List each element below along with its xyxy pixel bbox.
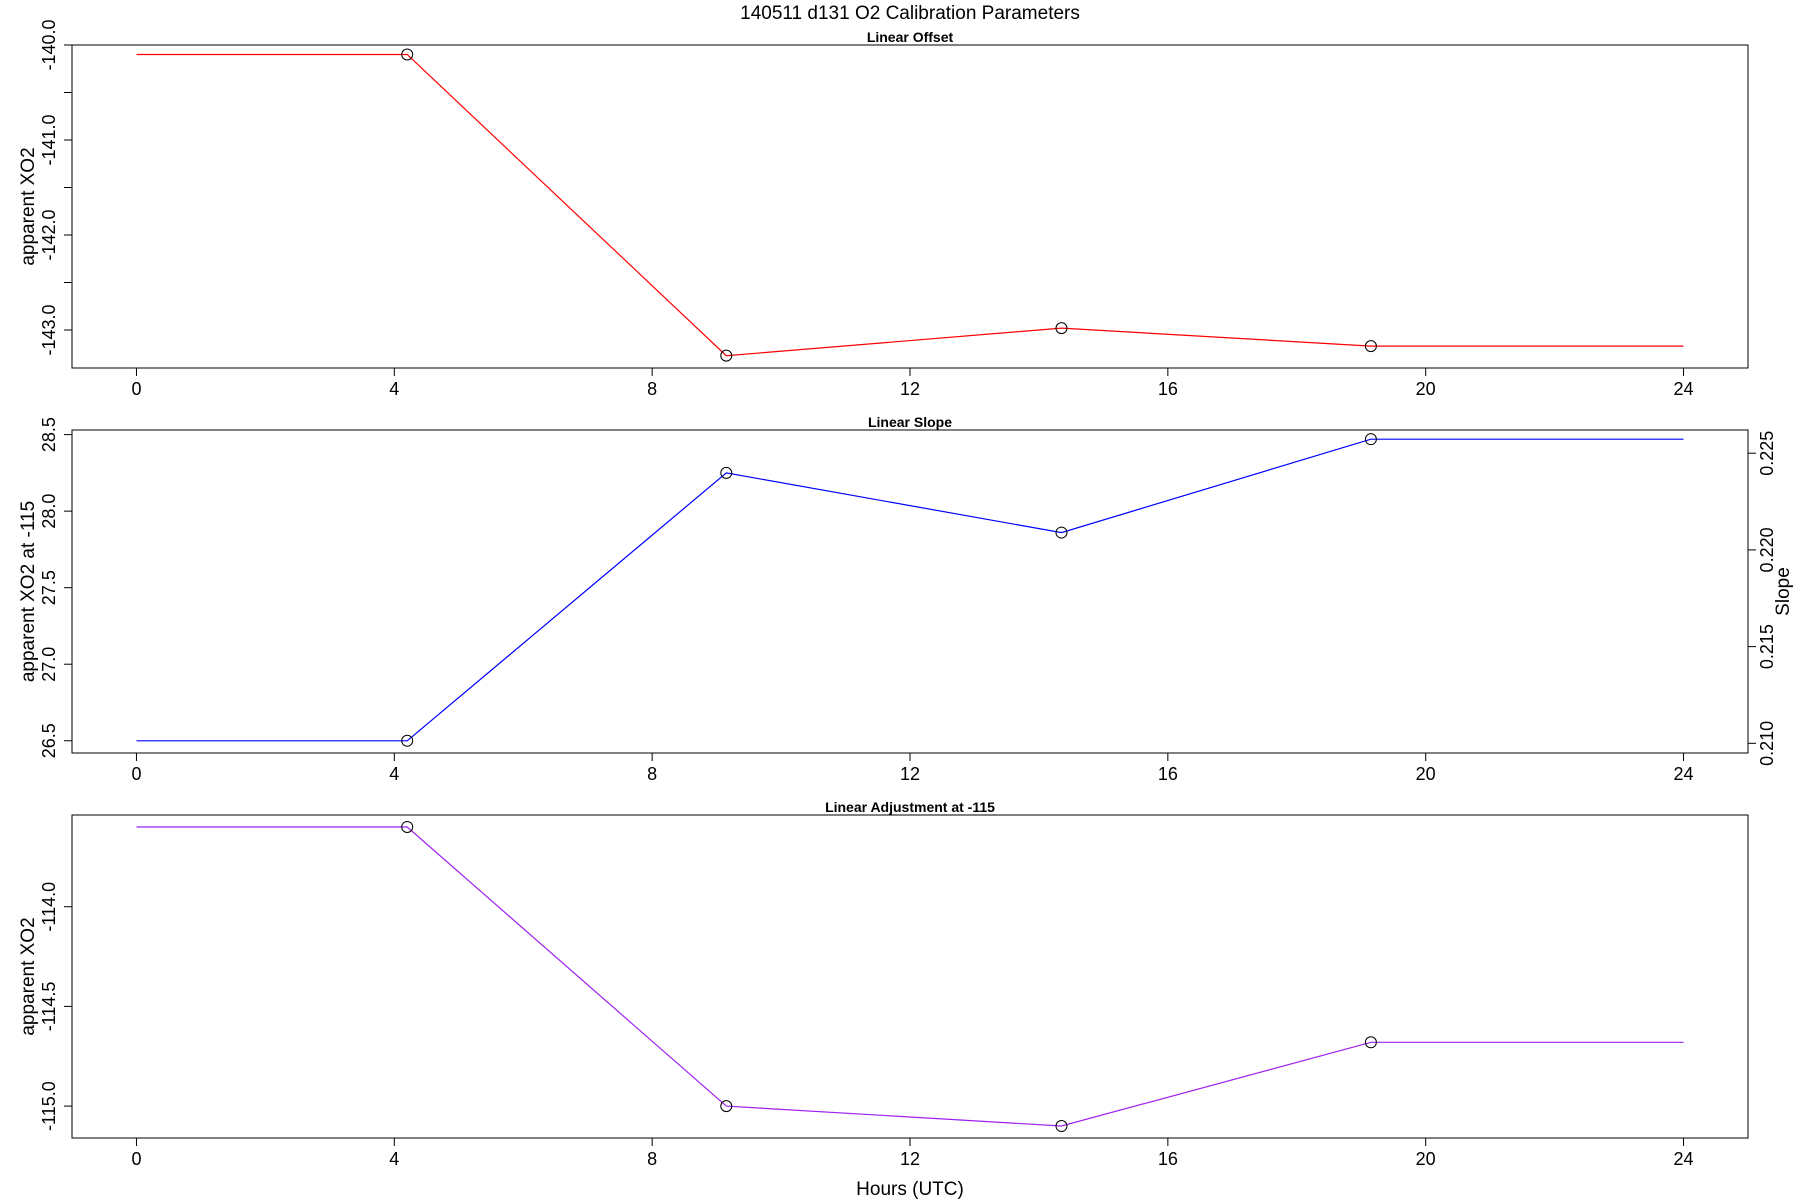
x-tick-label: 12 [900,379,920,399]
x-tick-label: 8 [647,764,657,784]
y-tick-label: -143.0 [39,304,59,355]
x-tick-label: 8 [647,1149,657,1169]
data-point [1364,1036,1377,1049]
data-point [720,1100,733,1113]
x-tick-label: 24 [1674,764,1694,784]
panel-title: Linear Slope [868,414,952,430]
series-line [136,53,1684,357]
data-point [401,734,414,747]
data-point [1055,1120,1068,1133]
data-point [401,48,414,61]
data-point [1055,322,1068,335]
chart-panels: Linear Offset 0 4 8 12 16 20 24 -143.0 -142.0 -141… [18,19,1794,1169]
y-axis-label: apparent XO2 at -115 [18,501,39,682]
x-tick-label: 0 [131,1149,141,1169]
x-tick-label: 20 [1416,379,1436,399]
x-tick-label: 0 [131,764,141,784]
data-point [720,349,733,362]
x-tick-label: 16 [1158,379,1178,399]
panel-1: Linear Offset 0 4 8 12 16 20 24 -143.0 -142.0 -141… [18,19,1749,399]
x-tick-label: 16 [1158,764,1178,784]
data-point [1364,340,1377,353]
y-tick-label: -114.5 [39,982,59,1032]
x-tick-label: 12 [900,764,920,784]
y-tick-label: -114.0 [39,882,59,932]
panel-3: Linear Adjustment at -115 0 4 8 12 16 20 24 -115… [18,799,1749,1169]
x-axis-label: Hours (UTC) [856,1179,964,1200]
panel-title: Linear Adjustment at -115 [825,799,995,815]
data-point [1364,433,1377,446]
x-tick-label: 12 [900,1149,920,1169]
data-point [720,466,733,479]
y2-tick-label: 0.225 [1757,431,1777,476]
plot-frame [71,429,1749,754]
x-tick-label: 16 [1158,1149,1178,1169]
data-point [401,820,414,833]
x-tick-label: 8 [647,379,657,399]
panel-title: Linear Offset [867,29,954,45]
y-tick-label: 28.0 [39,494,59,529]
y-tick-label: 26.5 [39,723,59,758]
y-axis-label: apparent XO2 [18,147,39,265]
x-tick-label: 24 [1674,1149,1694,1169]
y2-axis-label: Slope [1773,567,1794,616]
y2-tick-label: 0.215 [1757,624,1777,669]
x-tick-label: 24 [1674,379,1694,399]
x-tick-label: 0 [131,379,141,399]
y-tick-label: -115.0 [39,1081,59,1131]
series-line [136,826,1684,1127]
y2-tick-label: 0.210 [1757,721,1777,766]
plot-frame [71,44,1749,369]
plot-frame [71,814,1749,1139]
x-tick-label: 4 [389,379,399,399]
y-tick-label: -141.0 [39,114,59,165]
chart-title: 140511 d131 O2 Calibration Parameters [740,3,1080,24]
y-tick-label: 27.5 [39,570,59,605]
y2-tick-label: 0.220 [1757,527,1777,572]
y-tick-label: 27.0 [39,647,59,682]
y-tick-label: 28.5 [39,417,59,452]
x-tick-label: 20 [1416,1149,1436,1169]
x-tick-label: 4 [389,764,399,784]
y-tick-label: -140.0 [39,19,59,70]
series-line [136,438,1684,742]
x-tick-label: 20 [1416,764,1436,784]
y-axis-label: apparent XO2 [18,917,39,1035]
panel-2: Linear Slope 0 4 8 12 16 20 24 26.5 27.0 27.5 28.0 2… [18,414,1794,784]
data-point [1055,526,1068,539]
y-tick-label: -142.0 [39,209,59,260]
x-tick-label: 4 [389,1149,399,1169]
